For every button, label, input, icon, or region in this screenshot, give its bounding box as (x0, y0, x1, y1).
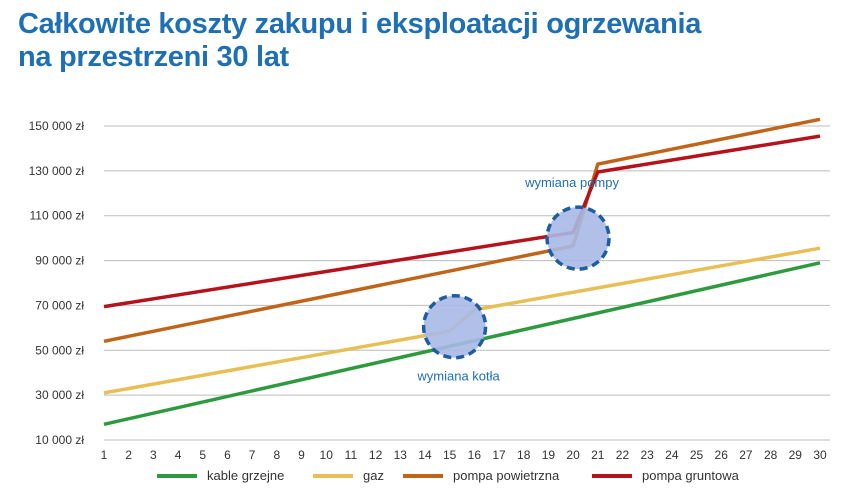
x-tick-label: 17 (492, 448, 506, 462)
x-tick-label: 13 (394, 448, 408, 462)
x-tick-label: 4 (175, 448, 182, 462)
x-tick-label: 30 (813, 448, 827, 462)
x-tick-label: 1 (101, 448, 108, 462)
x-tick-label: 25 (690, 448, 704, 462)
x-tick-label: 2 (125, 448, 132, 462)
x-tick-label: 3 (150, 448, 157, 462)
x-axis-tick-labels: 1 2 3 4 5 6 7 8 9 10 11 12 13 14 15 16 17 18 19 20 21 22 23 24 2… (101, 448, 827, 462)
legend-label: kable grzejne (207, 468, 285, 483)
legend: kable grzejne gaz pompa powietrzna pompa… (0, 468, 850, 490)
x-tick-label: 22 (616, 448, 630, 462)
y-tick-label: 70 000 zł (35, 298, 84, 312)
annotation-circle (545, 205, 611, 271)
legend-item-kable-grzejne: kable grzejne (157, 468, 284, 483)
annotation-label: wymiana kotła (416, 369, 500, 384)
y-tick-label: 150 000 zł (29, 119, 85, 133)
y-tick-label: 110 000 zł (30, 209, 85, 223)
x-tick-label: 9 (298, 448, 305, 462)
legend-swatch (592, 473, 632, 478)
x-tick-label: 20 (566, 448, 580, 462)
line-chart: 10 000 zł 30 000 zł 50 000 zł 70 000 zł 90 0… (29, 117, 830, 462)
annotation-label: wymiana pompy (524, 175, 619, 190)
grid-layer (104, 125, 830, 441)
annotation-layer: wymiana pompy wymiana kotła (416, 175, 619, 384)
x-tick-label: 18 (517, 448, 531, 462)
y-tick-label: 30 000 zł (35, 388, 84, 402)
x-tick-label: 26 (715, 448, 729, 462)
x-tick-label: 14 (418, 448, 432, 462)
x-tick-label: 24 (665, 448, 679, 462)
x-tick-label: 28 (764, 448, 778, 462)
legend-label: pompa gruntowa (642, 468, 739, 483)
x-tick-label: 29 (789, 448, 803, 462)
chart-title: Całkowite koszty zakupu i eksploatacji o… (18, 8, 701, 74)
chart-title-line-1: Całkowite koszty zakupu i eksploatacji o… (18, 8, 702, 40)
x-tick-label: 21 (591, 448, 605, 462)
legend-item-gaz: gaz (313, 468, 384, 483)
x-tick-label: 11 (345, 448, 358, 462)
x-tick-label: 8 (273, 448, 280, 462)
x-tick-label: 23 (640, 448, 654, 462)
legend-item-pompa-gruntowa: pompa gruntowa (592, 468, 739, 483)
x-tick-label: 16 (468, 448, 482, 462)
legend-swatch (157, 473, 197, 478)
y-tick-label: 50 000 zł (35, 343, 84, 357)
x-tick-label: 27 (739, 448, 753, 462)
x-tick-label: 19 (542, 448, 556, 462)
legend-swatch (403, 473, 443, 478)
annotation-circle (421, 293, 488, 360)
chart-title-line-2: na przestrzeni 30 lat (18, 41, 289, 73)
x-tick-label: 5 (199, 448, 206, 462)
series-line-pompa-gruntowa (103, 134, 821, 309)
legend-label: gaz (363, 468, 384, 483)
legend-item-pompa-powietrzna: pompa powietrzna (403, 468, 559, 483)
legend-label: pompa powietrzna (453, 468, 560, 483)
legend-swatch (313, 473, 353, 478)
y-tick-label: 90 000 zł (35, 254, 84, 268)
x-tick-label: 12 (369, 448, 383, 462)
x-tick-label: 7 (249, 448, 256, 462)
x-tick-label: 10 (320, 448, 334, 462)
x-tick-label: 15 (443, 448, 457, 462)
x-tick-label: 6 (224, 448, 231, 462)
y-axis-tick-labels: 10 000 zł 30 000 zł 50 000 zł 70 000 zł 90 0… (29, 119, 85, 447)
y-tick-label: 130 000 zł (29, 164, 85, 178)
y-tick-label: 10 000 zł (35, 433, 84, 447)
